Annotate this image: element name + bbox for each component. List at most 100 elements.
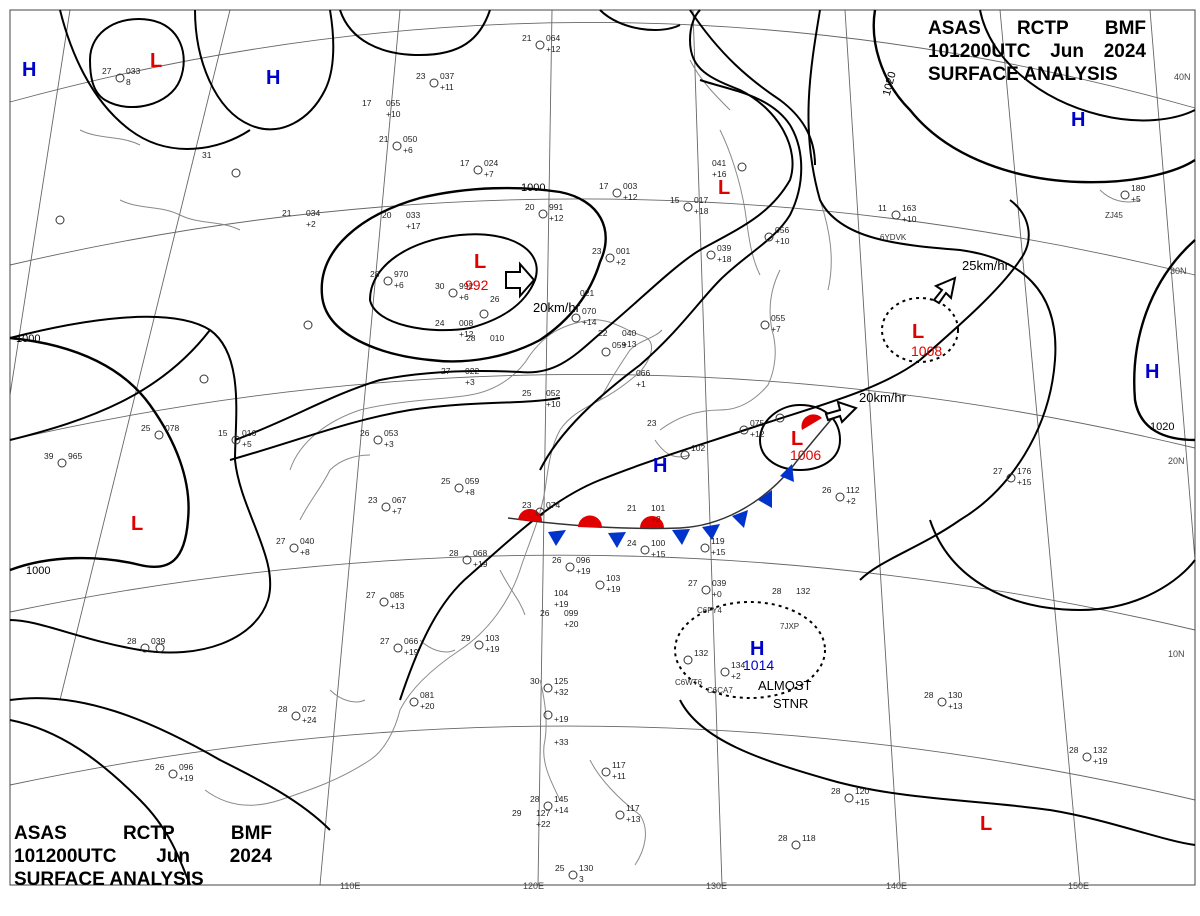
- station-pressure: 059: [612, 340, 626, 350]
- station-temperature: 26: [552, 555, 562, 565]
- coastlines: [79, 59, 1141, 866]
- station-tendency: +18: [717, 254, 732, 264]
- station-pressure: 037: [440, 71, 454, 81]
- station-pressure: 100: [651, 538, 665, 548]
- station-tendency: +10: [775, 236, 790, 246]
- header-month: Jun: [156, 846, 190, 867]
- station-temperature: 25: [555, 863, 565, 873]
- station-pressure: 103: [606, 573, 620, 583]
- station-tendency: +8: [465, 487, 475, 497]
- header-year: 2024: [1103, 41, 1146, 62]
- station-temperature: 26: [155, 762, 165, 772]
- station-pressure: 120: [855, 786, 869, 796]
- station-pressure: 052: [546, 388, 560, 398]
- center-pressure: 1006: [790, 447, 821, 463]
- station-plot: 056+10: [775, 225, 790, 246]
- lat-label: 10N: [1168, 649, 1185, 659]
- dotted-isobars: [674, 297, 959, 699]
- station-temperature: 24: [627, 538, 637, 548]
- station-plot: 059: [612, 340, 626, 350]
- station-pressure: 127: [536, 808, 550, 818]
- station-plot: 26 096+19: [155, 762, 194, 783]
- station-tendency: +13: [622, 339, 637, 349]
- station-temperature: 26: [490, 294, 500, 304]
- station-pressure: 130: [579, 863, 593, 873]
- lat-label: 30N: [1170, 266, 1187, 276]
- lon-label: 130E: [706, 881, 727, 891]
- station-temperature: 25: [441, 476, 451, 486]
- station-plot: 28 970+6: [370, 269, 408, 290]
- station-tendency: +19: [1093, 756, 1108, 766]
- station-plot: 055+7: [771, 313, 785, 334]
- station-pressure: 050: [403, 134, 417, 144]
- station-plot: 27 085+13: [366, 590, 405, 611]
- station-pressure: 041: [712, 158, 726, 168]
- isobar-label: 1000: [521, 182, 545, 194]
- low-center: L: [150, 50, 162, 72]
- station-pressure: 119: [711, 536, 725, 546]
- ship-id: C6FY4: [697, 606, 722, 615]
- station-temperature: 21: [627, 503, 637, 513]
- station-pressure: 965: [68, 451, 82, 461]
- station-plot: 26 053+3: [360, 428, 398, 449]
- lon-label: 150E: [1068, 881, 1089, 891]
- station-plot: 20 033+17: [382, 210, 421, 231]
- station-plot: 24 100+15: [627, 538, 666, 559]
- station-tendency: +7: [392, 506, 402, 516]
- station-tendency: 3: [579, 874, 584, 884]
- station-temperature: 27: [276, 536, 286, 546]
- station-temperature: 15: [670, 195, 680, 205]
- header-product: SURFACE ANALYSIS: [928, 64, 1118, 85]
- station-plot: 21 064+12: [522, 33, 561, 54]
- station-tendency: +15: [855, 797, 870, 807]
- header-time: 101200UTC: [14, 846, 117, 867]
- station-plot: 23 067+7: [368, 495, 406, 516]
- pressure-centers: H H H H H H L L L L L L L: [22, 50, 1159, 835]
- station-temperature: 21: [282, 208, 292, 218]
- station-pressure: 099: [564, 608, 578, 618]
- low-center: L: [791, 428, 803, 450]
- station-tendency: +1: [636, 379, 646, 389]
- header-line-2: 101200UTC Jun 2024: [14, 845, 272, 868]
- station-plot: 25 078: [141, 423, 179, 433]
- station-plot: 28 118: [778, 833, 816, 843]
- station-plot: 31: [202, 150, 212, 160]
- station-tendency: +12: [623, 192, 638, 202]
- station-tendency: +5: [1131, 194, 1141, 204]
- station-tendency: +18: [694, 206, 709, 216]
- station-plot: 25 059+8: [441, 476, 479, 497]
- ship-id: ZJ45: [1105, 211, 1123, 220]
- station-pressure: 008: [459, 318, 473, 328]
- station-plot: 26 099+20: [540, 608, 579, 629]
- station-pressure: 970: [394, 269, 408, 279]
- station-pressure: 003: [623, 181, 637, 191]
- station-tendency: +3: [384, 439, 394, 449]
- station-pressure: 017: [694, 195, 708, 205]
- station-tendency: +12: [549, 213, 564, 223]
- station-pressure: 096: [576, 555, 590, 565]
- station-temperature: 27: [993, 466, 1003, 476]
- station-pressure: 055: [386, 98, 400, 108]
- note-line: ALMOST: [758, 678, 812, 693]
- station-tendency: +33: [554, 737, 569, 747]
- high-center: H: [750, 638, 764, 660]
- station-plot: 28 068+19: [449, 548, 488, 569]
- station-pressure: 992: [459, 281, 473, 291]
- station-plot: 39 965: [44, 451, 82, 461]
- station-pressure: 001: [616, 246, 630, 256]
- center-values: 992 1008 1006 1014: [465, 277, 942, 673]
- station-pressure: 039: [717, 243, 731, 253]
- isobar-label: 1000: [16, 333, 40, 345]
- station-temperature: 17: [599, 181, 609, 191]
- station-plot: 28 132+19: [1069, 745, 1108, 766]
- lat-label: 40N: [1174, 72, 1191, 82]
- station-plot: 132: [694, 648, 708, 658]
- station-tendency: +19: [606, 584, 621, 594]
- station-tendency: +19: [404, 647, 419, 657]
- station-tendency: +7: [771, 324, 781, 334]
- station-tendency: +8: [300, 547, 310, 557]
- station-plot: 102: [691, 443, 705, 453]
- station-tendency: +3: [465, 377, 475, 387]
- station-temperature: 30: [435, 281, 445, 291]
- station-tendency: 8: [126, 77, 131, 87]
